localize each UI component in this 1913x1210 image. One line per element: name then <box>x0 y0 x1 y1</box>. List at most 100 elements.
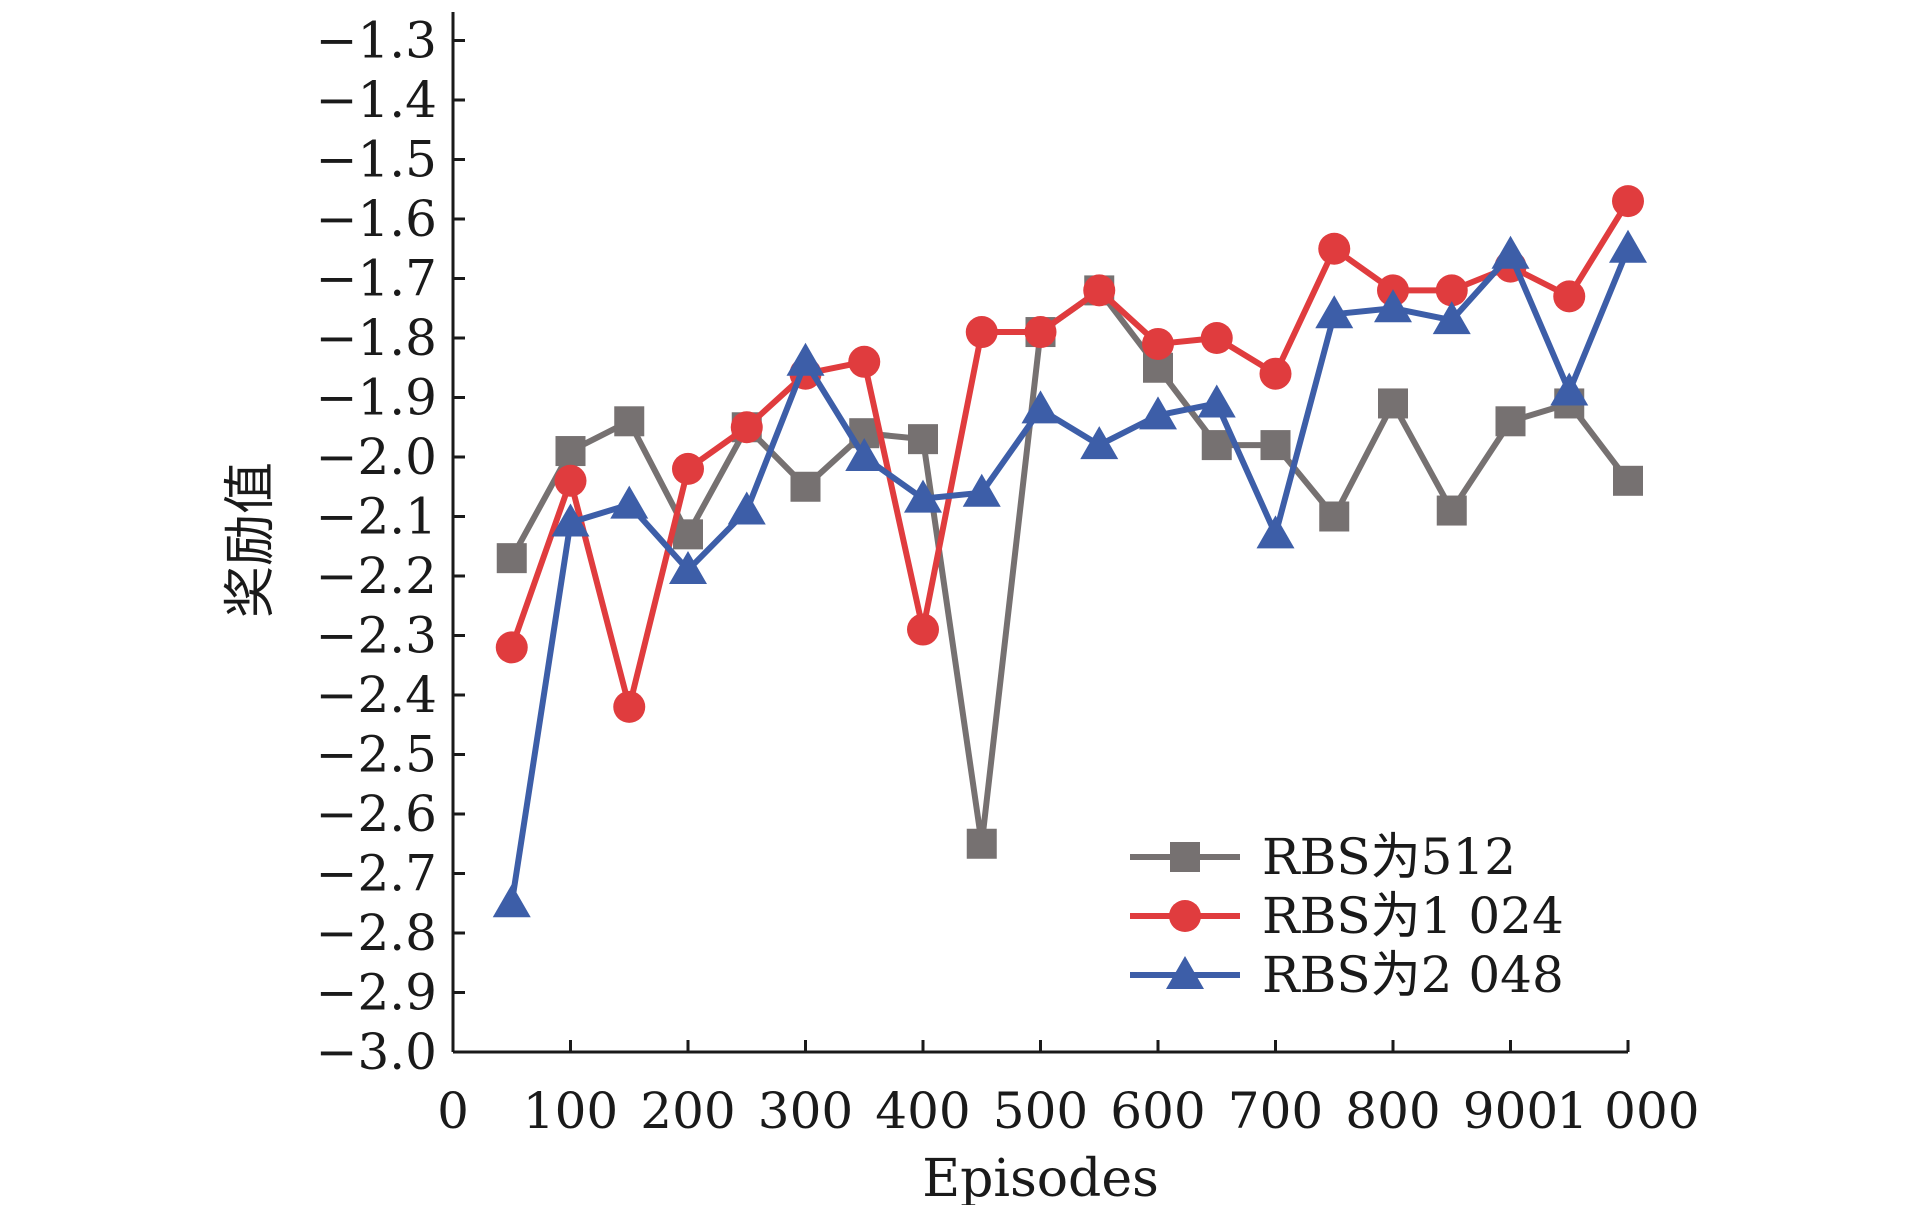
legend-item: RBS为512 <box>1130 828 1516 886</box>
data-point <box>1142 327 1174 360</box>
y-tick-label: −2.9 <box>316 964 437 1022</box>
data-point <box>904 479 942 513</box>
data-point <box>1550 372 1589 406</box>
y-tick-label: −1.5 <box>316 131 437 189</box>
data-point <box>727 491 766 525</box>
y-tick-label: −2.6 <box>316 785 437 843</box>
x-tick-label: 300 <box>758 1082 853 1140</box>
data-point <box>845 438 884 471</box>
series-line <box>508 199 1631 710</box>
x-tick-label: 200 <box>640 1082 735 1140</box>
series-triangle <box>492 229 1647 918</box>
y-tick-label: −2.3 <box>316 607 437 665</box>
data-point <box>669 551 707 585</box>
y-axis-title: 奖励值 <box>221 462 281 618</box>
data-point <box>495 631 528 664</box>
y-tick-label: −1.8 <box>316 309 437 367</box>
data-point <box>492 884 531 918</box>
data-point <box>790 471 821 502</box>
data-point <box>554 464 587 497</box>
data-point <box>614 406 645 437</box>
legend-marker <box>1169 900 1201 932</box>
y-tick-label: −2.5 <box>316 726 437 784</box>
data-point <box>1083 274 1116 307</box>
data-point <box>1495 406 1526 437</box>
y-tick-label: −1.3 <box>316 12 437 70</box>
series-circle <box>495 185 1644 723</box>
data-point <box>1613 465 1643 496</box>
data-point <box>1432 301 1471 335</box>
series-layer <box>492 185 1647 918</box>
y-tick-label: −1.6 <box>316 190 437 248</box>
data-point <box>1315 295 1354 329</box>
x-tick-label: 400 <box>875 1082 970 1140</box>
y-tick-label: −1.7 <box>316 250 437 308</box>
data-point <box>610 485 649 519</box>
data-point <box>1319 501 1350 532</box>
x-tick-label: 800 <box>1345 1082 1440 1140</box>
legend-item: RBS为1 024 <box>1130 887 1564 945</box>
data-point <box>1436 495 1467 526</box>
data-point <box>848 345 881 378</box>
data-point <box>1318 232 1351 265</box>
data-point <box>1256 515 1295 549</box>
y-tick-label: −1.4 <box>316 71 437 129</box>
data-point <box>1609 229 1647 263</box>
data-point <box>786 342 825 376</box>
data-point <box>1197 384 1236 418</box>
x-tick-label: 100 <box>523 1082 618 1140</box>
y-tick-label: −3.0 <box>316 1023 437 1081</box>
data-point <box>966 828 997 859</box>
data-point <box>555 436 586 467</box>
data-point <box>496 543 527 574</box>
data-point <box>1200 322 1233 354</box>
data-point <box>1139 396 1177 430</box>
data-point <box>1435 274 1468 307</box>
x-tick-label: 900 <box>1463 1082 1558 1140</box>
legend-label: RBS为1 024 <box>1262 887 1564 945</box>
legend-marker <box>1170 842 1200 872</box>
legend-label: RBS为512 <box>1262 828 1516 886</box>
data-point <box>907 613 939 646</box>
data-point <box>965 316 998 349</box>
x-tick-label: 700 <box>1228 1082 1323 1140</box>
x-tick-label: 600 <box>1110 1082 1205 1140</box>
legend-label: RBS为2 048 <box>1262 946 1564 1004</box>
y-tick-label: −2.7 <box>316 845 437 903</box>
x-tick-label: 500 <box>993 1082 1088 1140</box>
data-point <box>908 424 938 455</box>
data-point <box>1378 388 1408 419</box>
y-tick-label: −2.4 <box>316 666 437 724</box>
y-tick-label: −2.2 <box>316 547 437 605</box>
legend-marker <box>1166 956 1204 989</box>
data-point <box>1260 430 1291 461</box>
data-point <box>551 503 590 537</box>
data-point <box>1612 185 1644 218</box>
data-point <box>1374 289 1412 323</box>
y-tick-label: −2.0 <box>316 428 437 486</box>
x-axis-title: Episodes <box>922 1149 1159 1205</box>
data-point <box>962 473 1001 507</box>
data-point <box>1024 316 1057 349</box>
series-square <box>496 275 1643 859</box>
x-tick-label: 0 <box>437 1082 469 1140</box>
data-point <box>613 690 646 723</box>
data-point <box>730 411 763 444</box>
data-point <box>1553 280 1586 313</box>
legend-item: RBS为2 048 <box>1130 946 1564 1004</box>
data-point <box>672 452 704 485</box>
y-tick-label: −2.8 <box>316 904 437 962</box>
y-tick-label: −1.9 <box>316 369 437 427</box>
data-point <box>1021 390 1060 424</box>
data-point <box>1201 430 1232 461</box>
y-tick-label: −2.1 <box>316 488 437 546</box>
x-tick-label: 1 000 <box>1556 1082 1699 1140</box>
data-point <box>1491 235 1530 269</box>
data-point <box>1080 426 1119 460</box>
data-point <box>1259 357 1292 390</box>
data-point <box>673 519 703 550</box>
axes: −3.0−2.9−2.8−2.7−2.6−2.5−2.4−2.3−2.2−2.1… <box>221 12 1700 1210</box>
